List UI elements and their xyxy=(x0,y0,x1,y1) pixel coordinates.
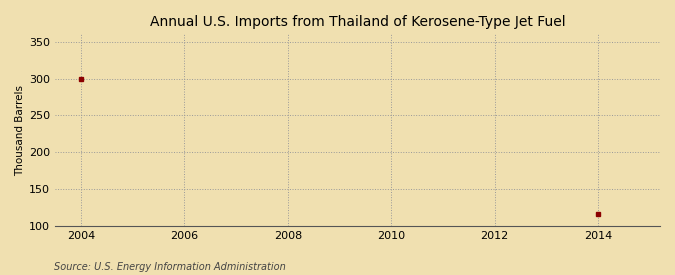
Title: Annual U.S. Imports from Thailand of Kerosene-Type Jet Fuel: Annual U.S. Imports from Thailand of Ker… xyxy=(150,15,566,29)
Text: Source: U.S. Energy Information Administration: Source: U.S. Energy Information Administ… xyxy=(54,262,286,272)
Y-axis label: Thousand Barrels: Thousand Barrels xyxy=(15,85,25,176)
